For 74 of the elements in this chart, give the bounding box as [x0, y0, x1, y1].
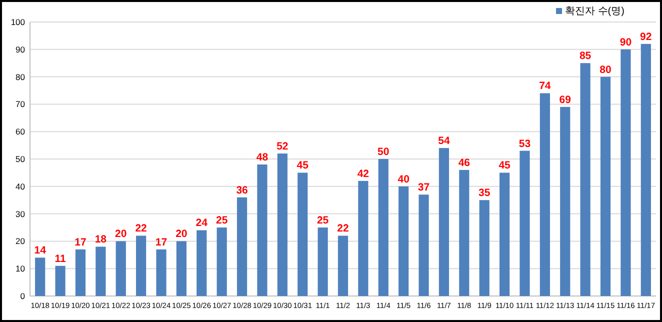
- bar: [176, 241, 186, 296]
- bar: [378, 159, 388, 296]
- bar: [479, 200, 490, 296]
- data-label: 90: [620, 36, 632, 48]
- bar: [580, 63, 590, 296]
- data-label: 22: [135, 222, 148, 235]
- bar: [540, 93, 550, 296]
- y-tick-label: 100: [10, 17, 26, 27]
- bar: [55, 266, 66, 296]
- y-tick-label: 30: [16, 208, 26, 219]
- data-label: 14: [34, 244, 46, 257]
- data-label: 24: [196, 217, 208, 230]
- y-tick-label: 60: [16, 126, 26, 137]
- bar: [298, 172, 308, 296]
- bar: [136, 236, 146, 296]
- y-tick-label: 20: [16, 236, 26, 246]
- data-label: 35: [478, 187, 490, 200]
- data-label: 69: [559, 94, 572, 106]
- y-tick-label: 80: [16, 72, 26, 82]
- bar: [257, 164, 268, 296]
- data-label: 45: [296, 160, 309, 172]
- bar: [560, 106, 570, 296]
- data-label: 80: [600, 64, 612, 76]
- data-label: 45: [498, 160, 511, 172]
- bar: [358, 180, 368, 296]
- y-tick-label: 40: [16, 181, 26, 192]
- bar: [459, 170, 470, 296]
- data-label: 20: [115, 228, 127, 240]
- data-label: 50: [378, 146, 390, 158]
- bar: [196, 230, 207, 296]
- bar: [640, 44, 651, 296]
- bar: [318, 228, 328, 296]
- bar: [600, 76, 611, 296]
- data-label: 48: [256, 151, 268, 164]
- data-label: 22: [337, 222, 349, 235]
- bar: [438, 148, 450, 296]
- data-label: 17: [155, 236, 168, 248]
- bar: [398, 186, 409, 296]
- data-label: 42: [357, 168, 370, 180]
- data-label: 11: [54, 252, 66, 265]
- data-label: 54: [438, 135, 450, 148]
- bar: [116, 241, 126, 296]
- bar: [96, 246, 106, 296]
- bar: [620, 49, 631, 296]
- data-label: 25: [216, 214, 228, 226]
- data-label: 52: [276, 140, 288, 153]
- y-tick-label: 10: [16, 264, 26, 274]
- bar: [156, 249, 166, 296]
- y-tick-label: 70: [16, 99, 26, 110]
- y-tick-label: 50: [16, 154, 26, 164]
- data-label: 74: [539, 80, 551, 92]
- y-tick-label: 0: [20, 291, 26, 301]
- data-label: 46: [458, 156, 470, 169]
- data-label: 25: [316, 214, 329, 226]
- data-label: 37: [418, 182, 430, 194]
- data-label: 17: [74, 236, 86, 248]
- data-label: 53: [518, 138, 531, 150]
- bar: [418, 194, 429, 296]
- bar: [216, 228, 227, 296]
- data-label: 36: [236, 184, 248, 196]
- bar: [75, 249, 86, 296]
- bar: [277, 154, 288, 296]
- data-label: 85: [579, 50, 592, 62]
- y-tick-label: 90: [16, 44, 26, 54]
- bar: [520, 150, 530, 296]
- bar: [236, 197, 248, 296]
- data-label: 18: [94, 234, 107, 246]
- bar: [35, 258, 46, 296]
- data-label: 20: [176, 228, 188, 240]
- legend-label: 확진자 수(명): [565, 6, 624, 17]
- data-label: 40: [398, 173, 410, 186]
- data-label: 92: [640, 30, 652, 43]
- bar: [338, 236, 348, 296]
- bar: [500, 172, 510, 296]
